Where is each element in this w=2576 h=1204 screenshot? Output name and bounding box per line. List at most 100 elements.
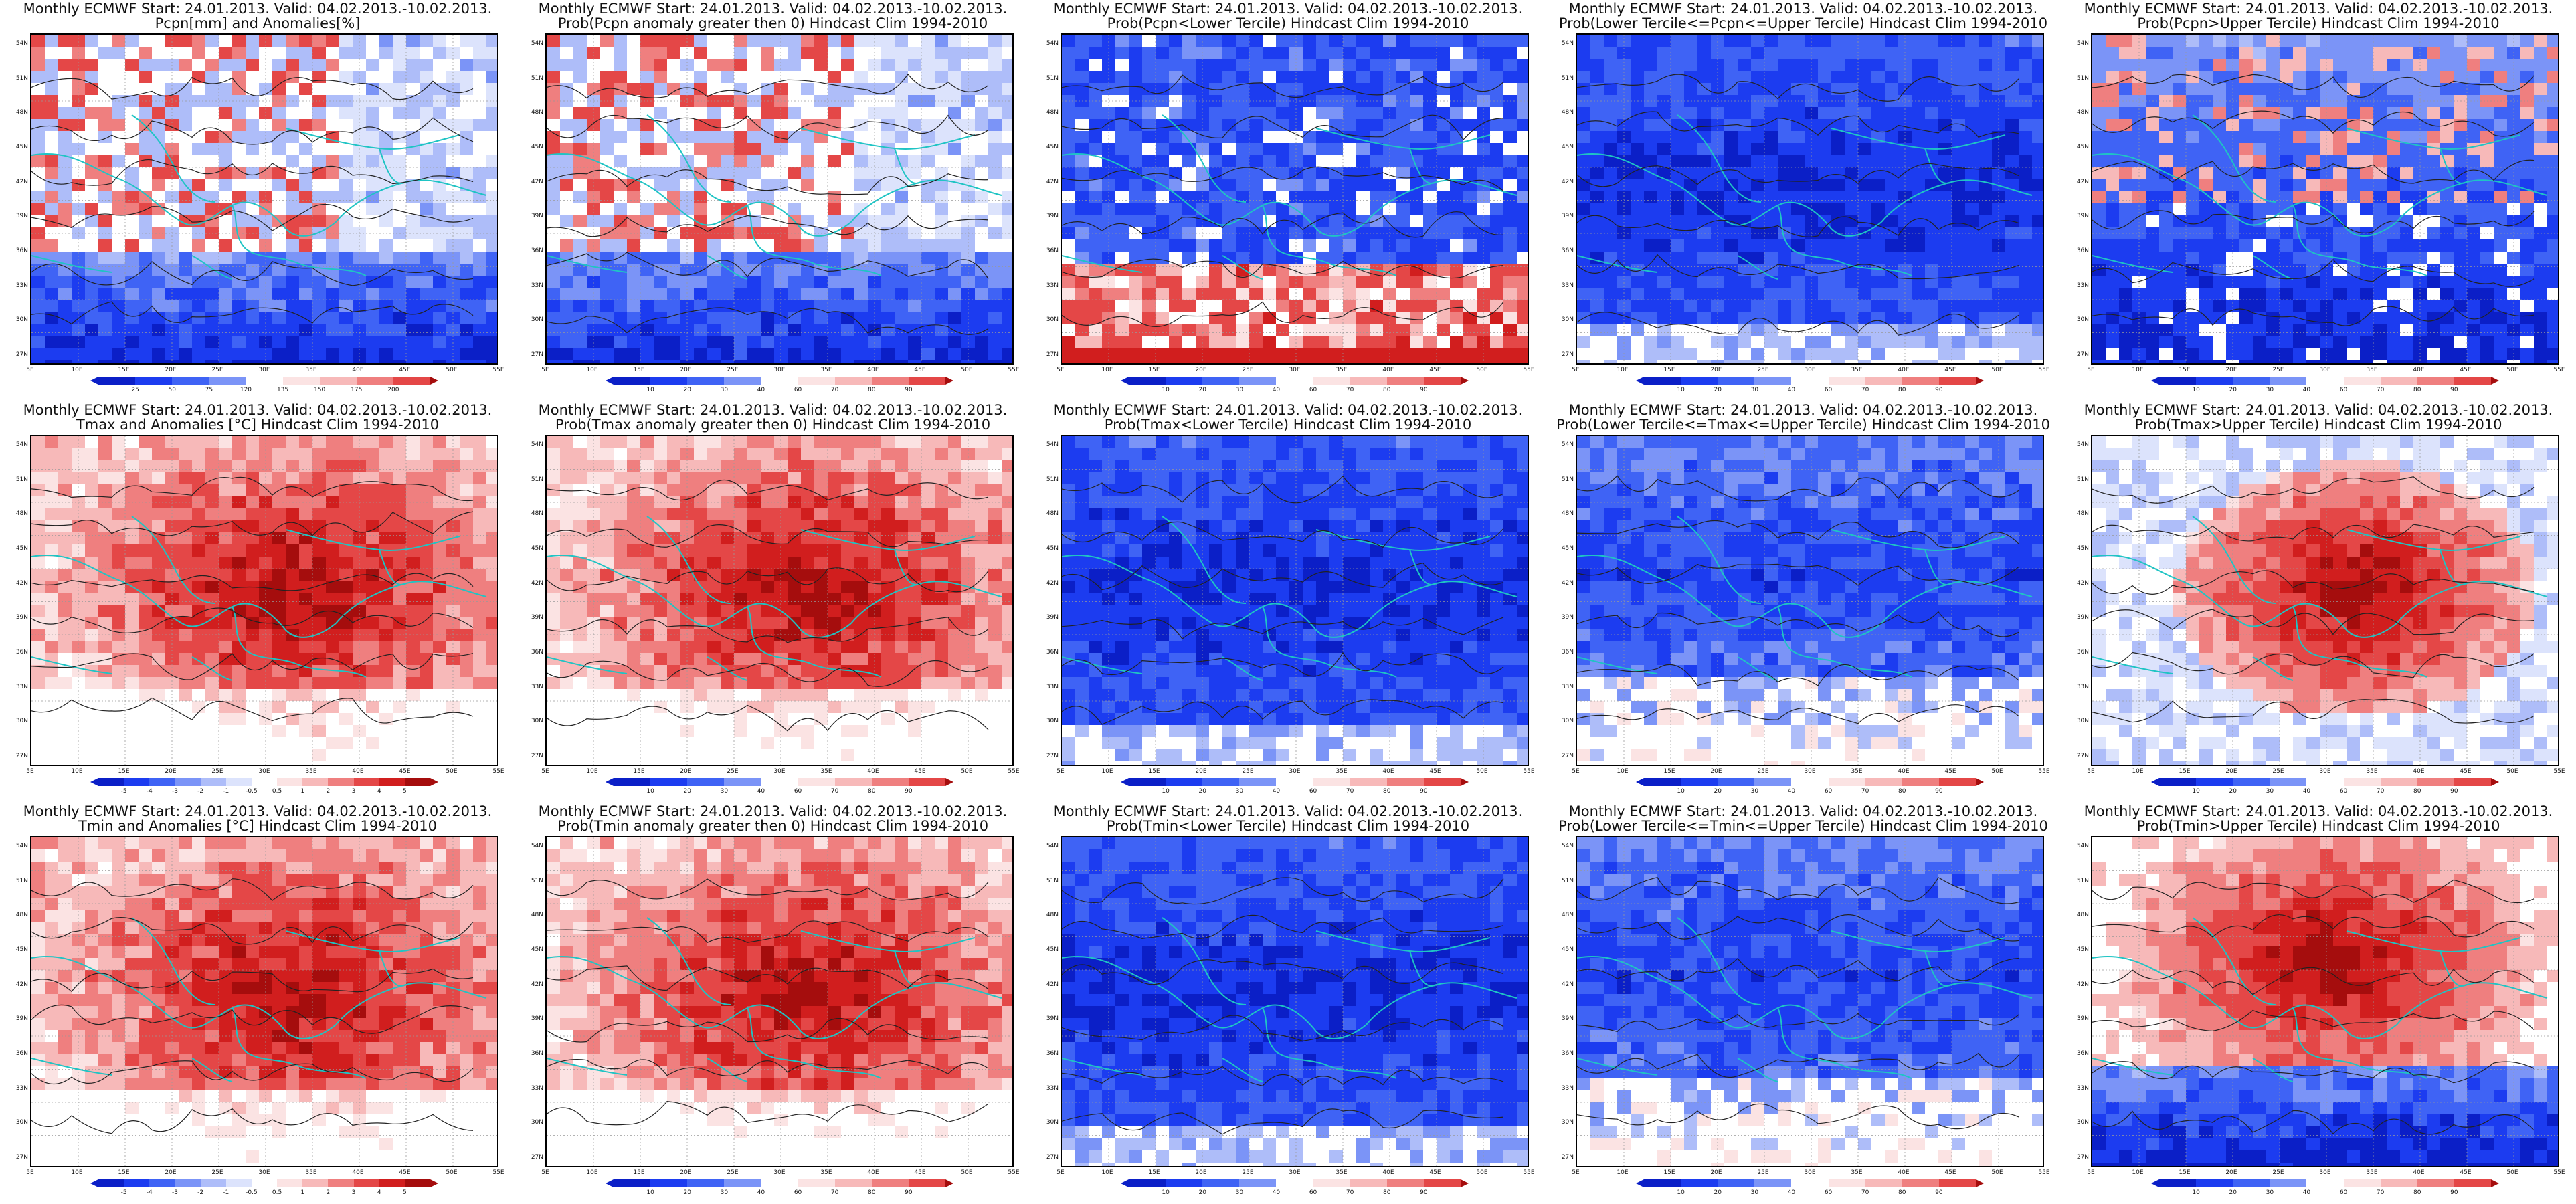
field-cell: [366, 227, 380, 240]
field-cell: [379, 59, 393, 72]
field-cell: [2360, 288, 2374, 300]
field-cell: [2413, 83, 2427, 96]
field-cell: [1845, 239, 1859, 252]
field-cell: [1196, 300, 1210, 312]
field-cell: [299, 288, 313, 300]
field-cell: [72, 59, 86, 72]
field-cell: [45, 203, 59, 216]
field-cell: [1129, 360, 1143, 363]
field-cell: [2293, 35, 2307, 47]
field-cell: [747, 155, 761, 168]
field-cell: [948, 300, 962, 312]
field-cell: [1249, 336, 1263, 348]
field-cell: [286, 264, 300, 276]
field-cell: [2387, 252, 2401, 264]
field-cell: [788, 227, 802, 240]
field-cell: [85, 300, 99, 312]
field-cell: [1289, 288, 1303, 300]
colorbar-cell: [1828, 377, 1866, 385]
field-cell: [1952, 276, 1966, 288]
field-cell: [961, 83, 976, 96]
field-cell: [707, 203, 721, 216]
field-cell: [2360, 107, 2374, 120]
field-cell: [2387, 179, 2401, 192]
field-cell: [2119, 119, 2133, 132]
field-cell: [774, 155, 788, 168]
field-cell: [326, 191, 340, 204]
field-cell: [1764, 300, 1778, 312]
field-cell: [312, 300, 327, 312]
field-cell: [948, 360, 962, 363]
field-cell: [272, 191, 286, 204]
field-cell: [45, 143, 59, 156]
field-cell: [895, 71, 909, 84]
field-cell: [1343, 167, 1357, 180]
field-cell: [1577, 155, 1591, 168]
field-cell: [2106, 35, 2120, 47]
field-cell: [921, 71, 935, 84]
field-cell: [801, 264, 815, 276]
field-cell: [1209, 59, 1223, 72]
field-cell: [420, 227, 434, 240]
field-cell: [1002, 336, 1012, 348]
field-cell: [272, 167, 286, 180]
map-field: [547, 35, 1012, 363]
field-cell: [1965, 324, 1979, 336]
field-cell: [2092, 155, 2106, 168]
field-cell: [1316, 83, 1330, 96]
field-cell: [2400, 191, 2414, 204]
field-cell: [2159, 95, 2173, 108]
field-cell: [801, 252, 815, 264]
field-cell: [774, 95, 788, 108]
field-cell: [45, 107, 59, 120]
colorbar-cell: [1865, 377, 1903, 385]
field-cell: [1075, 324, 1089, 336]
field-cell: [246, 312, 260, 324]
field-cell: [988, 276, 1002, 288]
field-cell: [694, 47, 708, 60]
field-cell: [205, 227, 219, 240]
field-cell: [1952, 215, 1966, 228]
field-cell: [761, 276, 775, 288]
field-cell: [988, 131, 1002, 144]
field-cell: [1684, 239, 1698, 252]
field-cell: [246, 227, 260, 240]
field-cell: [547, 239, 561, 252]
field-cell: [881, 348, 895, 361]
field-cell: [2173, 239, 2187, 252]
field-cell: [868, 215, 882, 228]
field-cell: [734, 143, 748, 156]
field-cell: [1316, 336, 1330, 348]
field-cell: [2226, 288, 2240, 300]
field-cell: [1791, 336, 1805, 348]
field-cell: [2387, 95, 2401, 108]
field-cell: [339, 179, 353, 192]
field-cell: [573, 71, 587, 84]
longitude-label: 35E: [305, 367, 317, 373]
field-cell: [192, 348, 206, 361]
field-cell: [1992, 239, 2006, 252]
field-cell: [1437, 35, 1451, 47]
field-cell: [2547, 143, 2558, 156]
field-cell: [2226, 119, 2240, 132]
field-cell: [1965, 155, 1979, 168]
field-cell: [45, 264, 59, 276]
field-cell: [1938, 300, 1952, 312]
field-cell: [1423, 239, 1437, 252]
panel-title: Monthly ECMWF Start: 24.01.2013. Valid: …: [23, 1, 492, 17]
field-cell: [2173, 288, 2187, 300]
field-cell: [747, 227, 761, 240]
field-cell: [854, 155, 868, 168]
field-cell: [486, 360, 497, 363]
contour-line: [1577, 111, 2019, 138]
field-cell: [640, 288, 654, 300]
field-cell: [1965, 312, 1979, 324]
field-cell: [1885, 47, 1899, 60]
field-cell: [272, 288, 286, 300]
colorbar-max-arrow: [945, 377, 953, 385]
field-cell: [935, 324, 949, 336]
field-cell: [232, 336, 246, 348]
field-cell: [1343, 336, 1357, 348]
field-cell: [1604, 336, 1618, 348]
field-cell: [1276, 83, 1290, 96]
